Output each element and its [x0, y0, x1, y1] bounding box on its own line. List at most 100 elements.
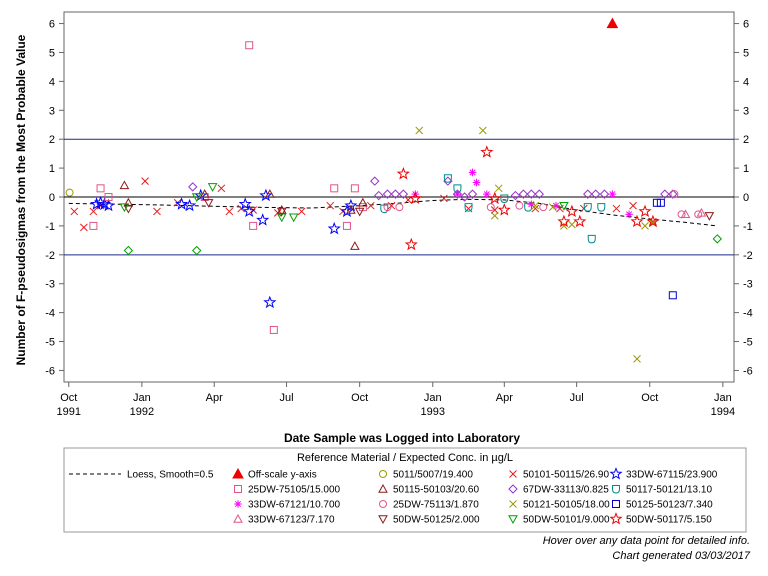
legend-label: Loess, Smooth=0.5 — [127, 470, 214, 481]
data-point — [370, 176, 380, 186]
data-point — [483, 190, 491, 198]
data-point — [443, 176, 453, 186]
data-point — [382, 189, 393, 199]
legend-label: 33DW-67121/10.700 — [248, 500, 341, 511]
data-point — [464, 203, 473, 212]
data-point — [599, 189, 610, 199]
data-point — [415, 126, 424, 135]
data-point — [327, 221, 341, 235]
data-point — [326, 201, 335, 210]
legend-label: 50117-50121/13.10 — [626, 485, 712, 496]
legend-label: 50123-50121/13.40 — [248, 0, 335, 3]
data-point — [548, 203, 557, 211]
data-point — [408, 191, 422, 205]
legend-symbol — [234, 485, 242, 493]
data-points — [65, 17, 723, 363]
data-point — [276, 207, 287, 217]
data-point — [89, 207, 98, 216]
x-tick-label: Oct — [60, 392, 77, 404]
legend-symbol — [378, 515, 388, 525]
data-point — [583, 189, 593, 199]
data-point — [452, 189, 463, 199]
data-point — [557, 214, 571, 228]
data-point — [704, 212, 715, 221]
data-point — [192, 245, 202, 256]
y-tick-label-right: -3 — [743, 279, 753, 291]
x-tick-label: Oct — [641, 392, 658, 404]
data-point — [340, 204, 354, 218]
y-tick-label-right: -6 — [743, 365, 753, 377]
legend-label: 67DW-33113/0.825 — [523, 485, 609, 496]
reference-lines — [64, 138, 734, 256]
data-point — [531, 201, 540, 210]
y-tick-label-right: 2 — [743, 134, 749, 146]
legend-label: 25DW-75105/15.000 — [248, 485, 341, 496]
x-tick-label: Jul — [280, 392, 294, 404]
legend-label: 25DW-75113/1.870 — [393, 500, 479, 511]
legend-symbol — [612, 500, 620, 508]
legend-symbol — [379, 470, 387, 478]
legend: Loess, Smooth=0.5 Off-scale y-axis 5011/50… — [69, 0, 718, 526]
data-point — [346, 204, 356, 214]
y-tick-label-right: 5 — [743, 47, 749, 59]
x-tick-year-label: 1991 — [57, 406, 81, 418]
data-point — [354, 207, 365, 217]
data-point — [342, 221, 351, 230]
data-point — [297, 207, 306, 216]
x-tick-year-label: 1994 — [711, 406, 735, 418]
data-point — [330, 184, 339, 193]
data-point — [119, 203, 130, 213]
y-tick-label: -5 — [45, 337, 55, 349]
data-point — [573, 214, 587, 228]
data-point — [350, 241, 360, 250]
data-point — [712, 234, 723, 244]
data-point — [395, 203, 404, 212]
data-point — [612, 204, 621, 213]
data-point — [480, 145, 494, 158]
data-point — [629, 201, 637, 210]
data-point — [606, 17, 619, 29]
data-point — [638, 204, 652, 218]
data-point — [453, 190, 462, 198]
y-tick-label-right: -1 — [743, 221, 753, 233]
data-point — [559, 201, 569, 211]
legend-symbol — [609, 512, 623, 525]
y-tick-label: 2 — [49, 134, 55, 146]
y-tick-label-right: 6 — [743, 19, 749, 31]
y-tick-label-right: -5 — [743, 337, 753, 349]
data-point — [494, 184, 503, 193]
legend-title: Reference Material / Expected Conc. in µ… — [297, 452, 513, 464]
data-point — [242, 204, 256, 218]
data-point — [660, 189, 670, 199]
data-point — [207, 183, 218, 192]
data-point — [468, 168, 477, 177]
data-point — [490, 211, 499, 220]
data-point — [93, 195, 108, 209]
data-point — [65, 188, 74, 197]
legend-label: 50DW-50117/5.150 — [626, 515, 712, 526]
data-point — [646, 214, 660, 228]
data-point — [344, 198, 358, 212]
data-point — [89, 221, 98, 230]
data-point — [276, 204, 287, 214]
data-point — [625, 210, 633, 219]
data-point — [608, 190, 617, 198]
legend-label: 50DW-50101/9.000 — [523, 515, 610, 526]
data-point — [225, 207, 234, 216]
y-tick-label: 5 — [49, 47, 55, 59]
y-tick-label: 1 — [49, 163, 55, 175]
data-point — [175, 197, 189, 210]
y-tick-label: -4 — [45, 308, 55, 320]
data-point — [191, 193, 202, 203]
legend-symbol — [379, 500, 387, 508]
data-point — [269, 325, 278, 334]
data-point — [565, 204, 579, 218]
legend-symbol — [612, 485, 620, 494]
legend-label: 50121-50105/18.00 — [523, 500, 610, 511]
data-point — [488, 191, 502, 205]
legend-label: 50125-50123/7.340 — [626, 500, 713, 511]
legend-frame — [63, 447, 747, 533]
data-point — [467, 189, 478, 199]
data-point — [256, 213, 270, 226]
